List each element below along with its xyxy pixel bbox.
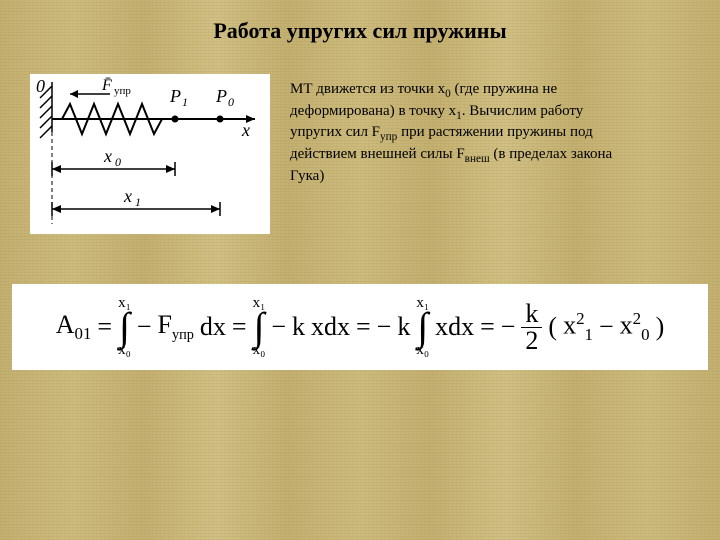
f-frac: k 2 (521, 301, 542, 354)
svg-text:0: 0 (115, 155, 121, 169)
f-lp: ( (548, 312, 557, 342)
f-minus3: − (377, 312, 392, 342)
f-eq4: = (480, 312, 495, 342)
f-xdx2: xdx (435, 312, 474, 342)
f-k2: k (397, 312, 410, 342)
svg-text:0: 0 (228, 95, 234, 109)
desc-l5: Гука) (290, 168, 324, 184)
content-row: 0 F̄ упр P 1 P 0 x x 0 x 1 МТ движется и… (0, 54, 720, 244)
desc-l4a: действием внешней силы F (290, 146, 465, 162)
svg-text:P: P (215, 86, 227, 106)
f-dx1: dx (200, 312, 226, 342)
f-Fupr: Fупр (158, 310, 194, 344)
desc-sub-vnesh: внеш (465, 153, 490, 165)
page-title: Работа упругих сил пружины (0, 0, 720, 54)
main-formula: A01 = x₁ ∫ x₀ − Fупр dx = x₁ ∫ x₀ − kxdx… (56, 296, 665, 358)
formula-panel: A01 = x₁ ∫ x₀ − Fупр dx = x₁ ∫ x₀ − kxdx… (12, 284, 708, 370)
f-x0sq: x20 (620, 309, 650, 345)
desc-l3b: при растяжении пружины под (397, 124, 592, 140)
f-eq3: = (356, 312, 371, 342)
svg-text:x: x (123, 186, 132, 206)
svg-text:x: x (241, 120, 250, 140)
f-int2: x₁ ∫ x₀ (253, 296, 266, 358)
desc-l2a: деформирована) в точку x (290, 103, 456, 119)
f-k1: k (292, 312, 305, 342)
f-minus2: − (271, 312, 286, 342)
svg-text:P: P (169, 86, 181, 106)
f-int1: x₁ ∫ x₀ (118, 296, 131, 358)
desc-l1b: (где пружина не (451, 81, 557, 97)
spring-diagram: 0 F̄ упр P 1 P 0 x x 0 x 1 (30, 74, 270, 234)
desc-l3a: упругих сил F (290, 124, 380, 140)
desc-l1a: МТ движется из точки x (290, 81, 445, 97)
f-eq1: = (97, 312, 112, 342)
f-minus1: − (137, 312, 152, 342)
f-xdx1: xdx (311, 312, 350, 342)
description-text: МТ движется из точки x0 (где пружина не … (290, 74, 612, 186)
svg-text:F̄: F̄ (101, 77, 112, 94)
f-minus4: − (501, 312, 516, 342)
f-A: A01 (56, 310, 92, 344)
svg-text:1: 1 (182, 95, 188, 109)
svg-text:0: 0 (36, 76, 45, 96)
f-x1sq: x21 (563, 309, 593, 345)
desc-l4b: (в пределах закона (490, 146, 613, 162)
f-rp: ) (656, 312, 665, 342)
desc-l2b: . Вычислим работу (462, 103, 584, 119)
svg-text:упр: упр (114, 85, 131, 97)
f-eq2: = (232, 312, 247, 342)
f-int3: x₁ ∫ x₀ (416, 296, 429, 358)
svg-text:x: x (103, 146, 112, 166)
svg-text:1: 1 (135, 195, 141, 209)
desc-sub-upr: упр (380, 131, 397, 143)
f-minus5: − (599, 312, 614, 342)
